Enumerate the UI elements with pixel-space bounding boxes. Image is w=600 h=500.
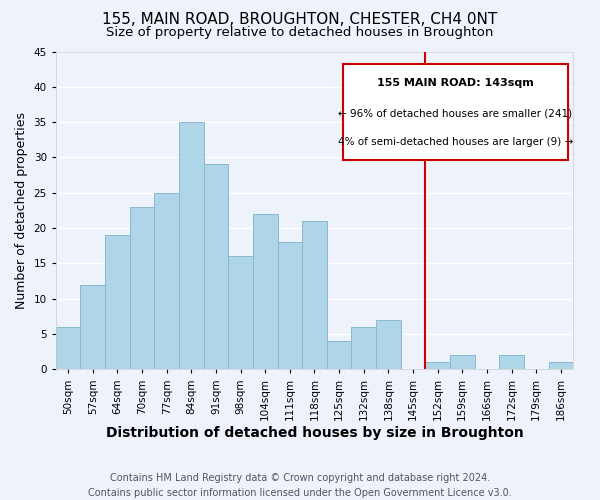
Bar <box>203 164 228 370</box>
Bar <box>548 362 573 370</box>
X-axis label: Distribution of detached houses by size in Broughton: Distribution of detached houses by size … <box>106 426 523 440</box>
Bar <box>179 122 203 370</box>
Bar <box>130 207 154 370</box>
Text: 155 MAIN ROAD: 143sqm: 155 MAIN ROAD: 143sqm <box>377 78 534 88</box>
Bar <box>56 327 80 370</box>
Bar <box>105 235 130 370</box>
Y-axis label: Number of detached properties: Number of detached properties <box>15 112 28 309</box>
FancyBboxPatch shape <box>343 64 568 160</box>
Bar <box>376 320 401 370</box>
Bar <box>352 327 376 370</box>
Text: 155, MAIN ROAD, BROUGHTON, CHESTER, CH4 0NT: 155, MAIN ROAD, BROUGHTON, CHESTER, CH4 … <box>103 12 497 28</box>
Bar <box>450 355 475 370</box>
Text: ← 96% of detached houses are smaller (241): ← 96% of detached houses are smaller (24… <box>338 109 572 119</box>
Bar <box>278 242 302 370</box>
Bar <box>154 192 179 370</box>
Text: 4% of semi-detached houses are larger (9) →: 4% of semi-detached houses are larger (9… <box>338 138 573 147</box>
Bar <box>499 355 524 370</box>
Text: Size of property relative to detached houses in Broughton: Size of property relative to detached ho… <box>106 26 494 39</box>
Bar <box>80 284 105 370</box>
Bar <box>302 221 327 370</box>
Bar <box>253 214 278 370</box>
Bar <box>425 362 450 370</box>
Text: Contains HM Land Registry data © Crown copyright and database right 2024.
Contai: Contains HM Land Registry data © Crown c… <box>88 472 512 498</box>
Bar <box>228 256 253 370</box>
Bar <box>327 341 352 370</box>
